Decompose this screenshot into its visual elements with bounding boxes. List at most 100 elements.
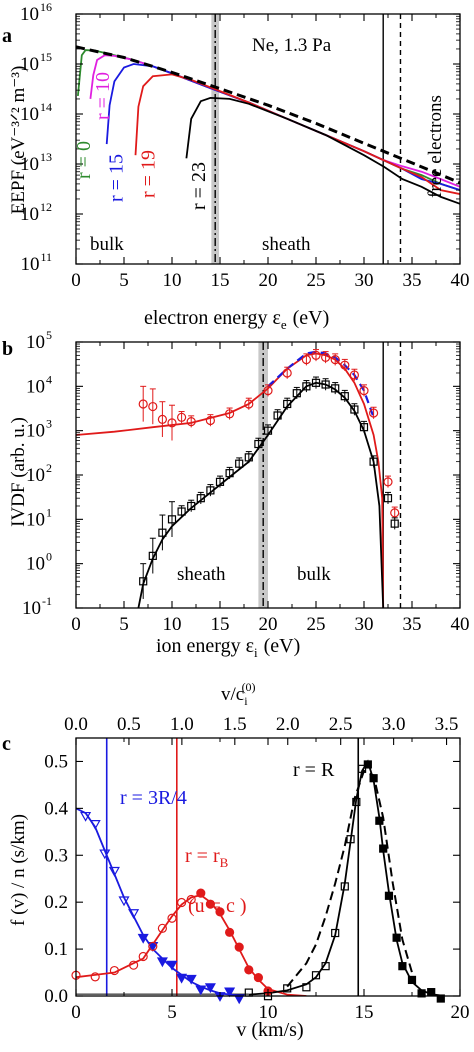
bulk-label: bulk <box>90 234 124 255</box>
data-point <box>89 820 101 830</box>
x-tick-label: 5 <box>167 1002 177 1023</box>
data-point <box>273 411 282 420</box>
data-point <box>436 994 445 1003</box>
data-point <box>311 971 321 980</box>
top-tick-label: 1.0 <box>170 714 194 735</box>
y-tick-exponent: 11 <box>40 250 52 264</box>
y-tick-label: 10-1 <box>22 594 52 619</box>
data-point <box>195 985 207 996</box>
gas-label: Ne, 1.3 Pa <box>252 35 332 56</box>
data-point <box>215 907 225 917</box>
x-tick-label: 35 <box>403 270 422 291</box>
y-tick-exponent: 2 <box>46 461 52 475</box>
data-point <box>225 469 234 478</box>
top-tick-label: 2.0 <box>276 714 300 735</box>
data-point <box>407 975 417 985</box>
x-tick-label: 15 <box>355 1002 374 1023</box>
data-point <box>254 439 263 449</box>
data-point <box>206 486 215 495</box>
top-tick-label: 2.5 <box>329 714 353 735</box>
data-point <box>390 508 400 518</box>
y-tick-label: 0.5 <box>44 751 68 772</box>
data-point <box>244 399 254 409</box>
data-point <box>233 994 245 1005</box>
data-point <box>177 897 187 908</box>
data-point <box>166 960 178 971</box>
y-tick-label: 0.1 <box>44 939 68 960</box>
data-point <box>138 951 148 962</box>
x-tick-label: 0 <box>71 614 81 635</box>
data-point <box>383 494 393 503</box>
y-tick-exponent: 12 <box>40 200 52 214</box>
data-point <box>138 399 148 409</box>
x-tick-label: 0 <box>71 1002 81 1023</box>
x-tick-label: 30 <box>355 614 374 635</box>
top-axis-label: v/ci(0) <box>221 680 256 708</box>
x-tick-label: 0 <box>71 270 81 291</box>
data-point <box>167 913 177 923</box>
data-point <box>139 577 148 586</box>
y-tick-exponent: 15 <box>40 50 52 64</box>
series-label: r = 23 <box>188 162 210 210</box>
series-line-r23 <box>185 96 460 205</box>
data-point <box>392 933 401 942</box>
data-point <box>205 415 215 426</box>
panel-a: 0 5 10 15 20 25 30 35 40101110121013101410151016… <box>2 0 470 332</box>
top-tick-label: 1.5 <box>223 714 247 735</box>
data-point <box>384 891 394 900</box>
y-tick-label: 0.4 <box>44 798 68 819</box>
x-axis-label-unit: (eV) <box>293 307 330 329</box>
data-point <box>363 760 372 769</box>
data-point <box>346 835 355 844</box>
top-tick-label: 0.5 <box>117 714 141 735</box>
data-point <box>330 355 340 365</box>
y-tick-exponent: 14 <box>40 100 52 114</box>
data-point <box>340 360 350 370</box>
data-point <box>215 477 225 486</box>
data-point <box>427 988 436 997</box>
top-tick-label: 3.0 <box>382 714 406 735</box>
data-point <box>157 414 167 424</box>
y-tick-label: 103 <box>26 417 52 442</box>
data-point <box>224 987 236 998</box>
data-point <box>177 507 186 516</box>
series-label: r = 15 <box>106 154 128 202</box>
data-point <box>321 380 330 389</box>
data-point <box>263 386 273 396</box>
data-point <box>129 960 139 970</box>
y-tick-exponent: 0 <box>46 550 52 564</box>
data-point <box>187 501 196 511</box>
y-tick-exponent: 3 <box>46 417 52 431</box>
y-tick-label: 105 <box>26 328 52 353</box>
data-point <box>234 942 244 952</box>
series-label: r = 10 <box>92 72 114 120</box>
data-point <box>417 989 426 998</box>
data-point <box>311 350 321 360</box>
x-tick-label: 25 <box>307 270 326 291</box>
blue-label: r = 3R/4 <box>120 787 187 809</box>
data-point <box>244 965 254 975</box>
data-point <box>301 355 311 365</box>
series-line-fit <box>76 45 460 185</box>
data-point <box>311 378 321 387</box>
sheath-label: sheath <box>262 234 311 255</box>
data-point <box>148 941 158 952</box>
panel-letter: c <box>2 733 11 755</box>
data-point <box>90 972 100 982</box>
data-point <box>196 888 206 898</box>
y-tick-exponent: -1 <box>42 594 52 608</box>
data-point <box>369 408 379 418</box>
data-point <box>196 494 205 503</box>
data-point <box>352 797 361 807</box>
y-tick-exponent: 16 <box>40 0 52 14</box>
data-point <box>167 418 177 428</box>
y-tick-label: 100 <box>26 550 52 575</box>
data-point <box>157 923 167 933</box>
data-point <box>263 426 273 435</box>
data-point <box>390 519 399 528</box>
panel-letter: a <box>2 25 12 47</box>
panel-b: 0 5 10 15 20 25 30 35 4010-1100101102103104105sh… <box>2 328 470 660</box>
x-tick-label: 10 <box>163 614 182 635</box>
black-label: r = R <box>293 759 335 781</box>
